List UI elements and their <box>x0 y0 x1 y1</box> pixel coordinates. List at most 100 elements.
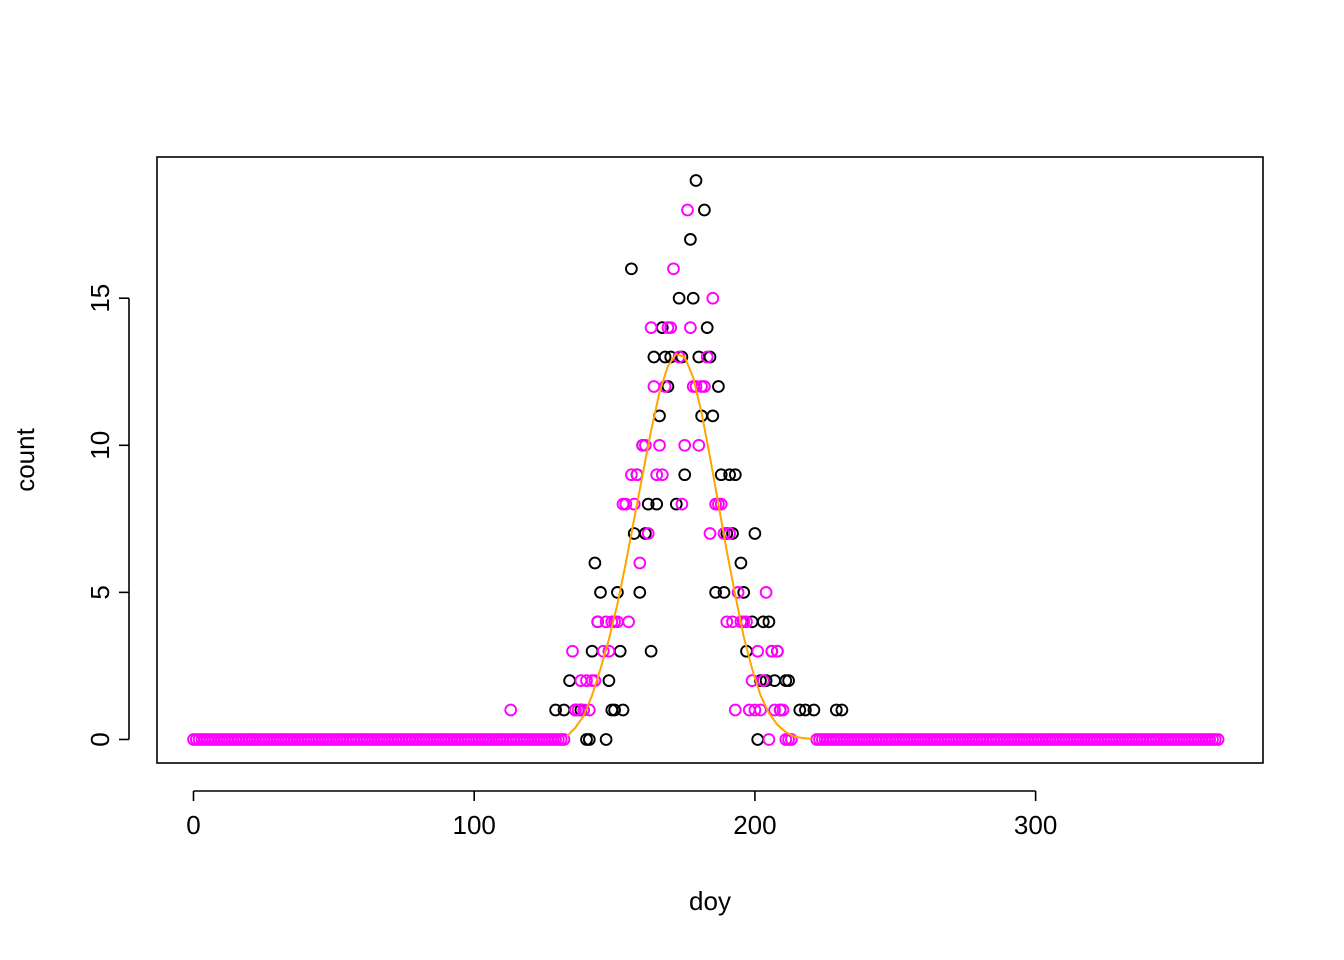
data-point-series-1 <box>599 733 613 746</box>
data-point-series-2 <box>678 438 692 452</box>
data-point-series-2 <box>625 468 638 482</box>
data-point-series-1 <box>602 674 616 687</box>
data-point-series-2 <box>703 527 717 540</box>
data-point-series-1 <box>709 586 722 599</box>
data-point-series-1 <box>686 291 700 305</box>
data-point-series-2 <box>641 527 655 540</box>
data-point-series-1 <box>723 468 736 482</box>
data-point-series-2 <box>692 438 706 452</box>
data-point-series-1 <box>608 703 621 717</box>
data-point-series-2 <box>667 262 680 276</box>
x-tick-label: 100 <box>453 810 496 840</box>
y-tick-label: 5 <box>85 585 115 599</box>
data-point-series-2 <box>751 644 765 658</box>
data-point-series-2 <box>698 380 711 393</box>
data-point-series-1 <box>684 233 697 246</box>
data-point-series-1 <box>644 644 658 658</box>
data-point-series-2 <box>591 615 605 629</box>
fit-line <box>566 352 812 740</box>
y-axis: 0 5 10 15 <box>85 284 130 747</box>
data-point-series-1 <box>734 556 748 570</box>
y-tick-label: 0 <box>85 732 115 746</box>
data-point-series-2 <box>771 644 784 658</box>
data-point-series-2 <box>622 615 635 629</box>
data-point-series-1 <box>582 733 596 746</box>
data-point-series-1 <box>616 703 630 717</box>
data-point-series-2 <box>566 644 579 658</box>
data-point-series-2 <box>675 497 689 511</box>
data-point-series-2 <box>650 468 664 482</box>
data-point-series-2 <box>762 733 776 746</box>
data-point-series-2 <box>639 438 652 452</box>
data-point-series-1 <box>782 674 795 687</box>
data-point-series-1 <box>829 703 843 717</box>
data-point-series-1 <box>588 556 602 570</box>
y-tick-label: 10 <box>85 431 115 460</box>
data-point-series-1 <box>594 586 607 599</box>
data-point-series-1 <box>799 703 812 717</box>
data-point-series-2 <box>684 321 697 334</box>
plot-frame <box>156 156 1264 764</box>
data-point-series-1 <box>762 615 776 629</box>
data-point-series-1 <box>650 497 664 511</box>
x-axis-label: doy <box>689 886 731 916</box>
data-point-series-1 <box>712 380 725 393</box>
y-axis-label: count <box>10 427 40 491</box>
data-point-series-1 <box>714 468 728 482</box>
data-point-series-2 <box>754 703 767 717</box>
data-point-series-1 <box>658 350 672 364</box>
data-point-zero <box>557 733 571 746</box>
data-point-series-1 <box>728 468 742 482</box>
data-point-series-1 <box>672 291 686 305</box>
data-point-series-2 <box>580 674 593 687</box>
data-point-series-1 <box>678 468 692 482</box>
data-point-series-2 <box>731 586 745 599</box>
data-point-series-2 <box>706 291 720 305</box>
data-point-series-1 <box>625 262 638 276</box>
data-point-series-2 <box>714 497 728 511</box>
data-point-series-2 <box>748 703 762 717</box>
data-point-series-2 <box>644 321 658 334</box>
data-point-series-1 <box>700 321 714 334</box>
x-tick-label: 300 <box>1014 810 1057 840</box>
y-tick-label: 15 <box>85 284 115 313</box>
data-point-series-2 <box>700 350 714 364</box>
data-point-series-2 <box>602 644 616 658</box>
data-point-series-2 <box>664 321 678 334</box>
data-point-series-2 <box>768 703 781 717</box>
data-point-series-1 <box>689 174 703 187</box>
data-point-series-1 <box>717 586 731 599</box>
data-point-series-2 <box>658 380 672 393</box>
data-point-series-1 <box>698 203 711 217</box>
data-point-series-2 <box>728 703 742 717</box>
data-point-series-1 <box>756 615 770 629</box>
data-point-series-2 <box>653 438 666 452</box>
x-axis: 0 100 200 300 <box>186 790 1057 840</box>
data-point-series-1 <box>669 497 683 511</box>
x-tick-label: 200 <box>733 810 776 840</box>
data-point-series-2 <box>655 468 669 482</box>
data-point-series-2 <box>619 497 633 511</box>
data-point-series-1 <box>633 586 647 599</box>
data-point-series-2 <box>759 586 773 599</box>
data-layer <box>187 174 1225 746</box>
data-point-zero <box>1211 733 1225 746</box>
data-point-series-2 <box>633 556 647 570</box>
data-point-series-2 <box>765 644 779 658</box>
data-point-series-2 <box>627 497 641 511</box>
data-point-series-2 <box>504 703 518 717</box>
data-point-series-1 <box>835 703 849 717</box>
data-point-series-1 <box>748 527 762 540</box>
data-point-series-1 <box>549 703 562 717</box>
data-point-series-1 <box>807 703 821 717</box>
data-point-series-2 <box>756 674 770 687</box>
data-point-series-1 <box>737 586 751 599</box>
data-point-series-1 <box>793 703 807 717</box>
data-point-series-1 <box>611 586 624 599</box>
data-point-series-1 <box>641 497 655 511</box>
data-point-series-2 <box>776 703 790 717</box>
data-point-series-1 <box>706 409 720 423</box>
data-point-series-2 <box>681 203 694 217</box>
